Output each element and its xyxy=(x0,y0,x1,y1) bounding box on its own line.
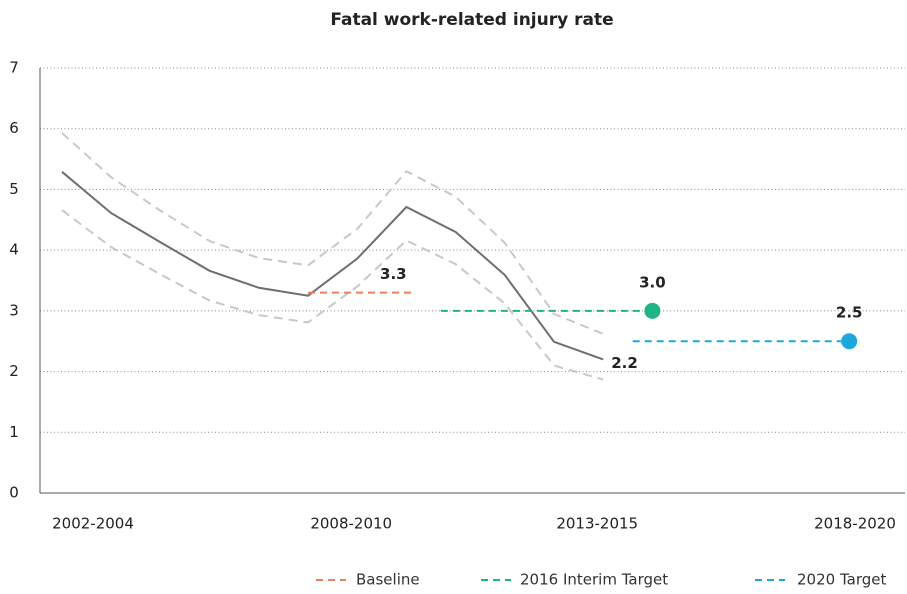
value-label: 3.0 xyxy=(639,273,666,291)
target-point xyxy=(644,302,661,319)
confidence-line xyxy=(61,132,604,335)
y-tick-label: 5 xyxy=(9,180,19,198)
x-tick-label: 2002-2004 xyxy=(52,515,134,533)
x-tick-label: 2008-2010 xyxy=(310,515,392,533)
legend-label: Baseline xyxy=(356,571,420,589)
y-tick-label: 3 xyxy=(9,301,19,319)
legend-label: 2020 Target xyxy=(797,571,886,589)
confidence-line xyxy=(61,209,604,381)
x-tick-label: 2018-2020 xyxy=(814,515,896,533)
y-tick-label: 0 xyxy=(9,484,19,502)
legend-label: 2016 Interim Target xyxy=(520,571,668,589)
y-tick-label: 6 xyxy=(9,119,19,137)
value-label: 2.5 xyxy=(836,304,863,322)
y-tick-label: 4 xyxy=(9,241,19,259)
value-label: 3.3 xyxy=(380,265,407,283)
y-tick-label: 2 xyxy=(9,362,19,380)
rate-line xyxy=(61,171,604,361)
y-tick-label: 1 xyxy=(9,423,19,441)
y-tick-label: 7 xyxy=(9,59,19,77)
value-label: 2.2 xyxy=(611,354,638,372)
target-point xyxy=(841,333,858,350)
chart-title: Fatal work-related injury rate xyxy=(330,10,613,30)
x-tick-label: 2013-2015 xyxy=(556,515,638,533)
